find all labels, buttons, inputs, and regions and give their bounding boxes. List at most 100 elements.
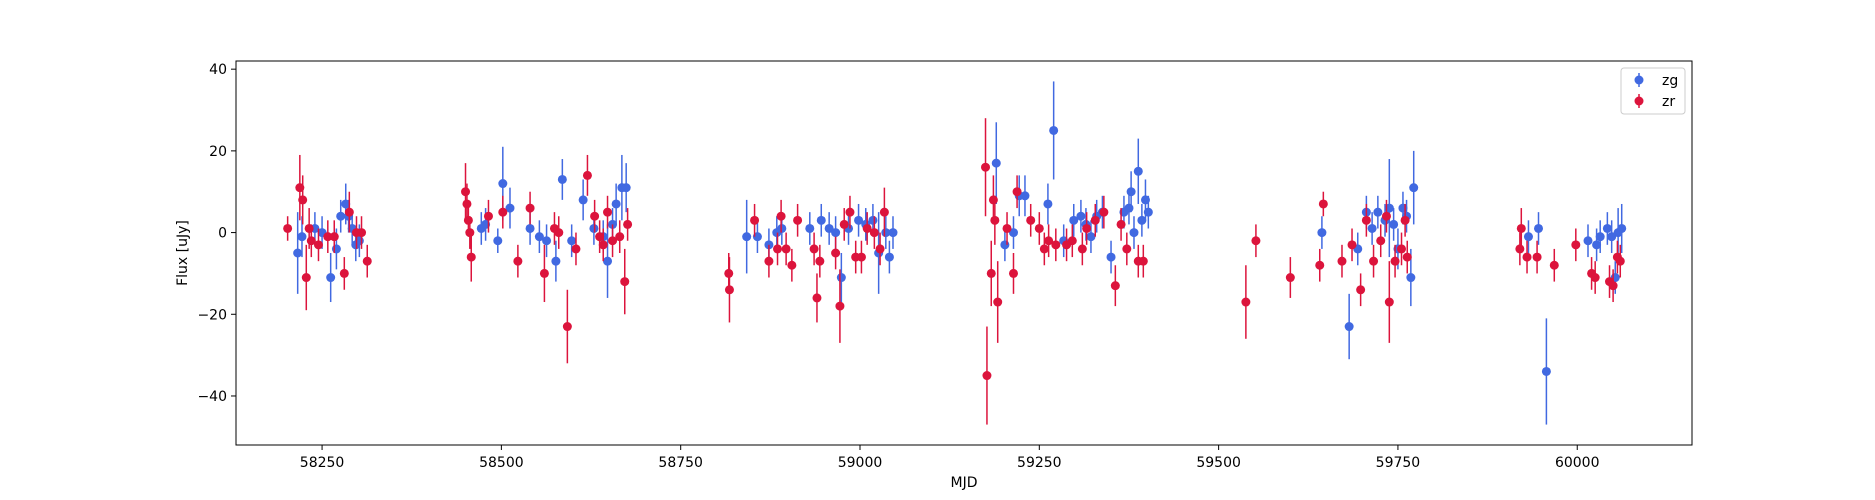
data-point-zr xyxy=(1251,236,1261,246)
data-point-zr xyxy=(1400,215,1410,225)
data-point-zg xyxy=(1367,223,1377,233)
x-tick-label: 58750 xyxy=(658,455,703,471)
data-point-zr xyxy=(1067,236,1077,246)
x-tick-label: 58250 xyxy=(300,455,345,471)
data-point-zr xyxy=(1002,223,1012,233)
data-point-zr xyxy=(879,207,889,217)
data-point-zr xyxy=(283,223,293,233)
y-tick-label: 0 xyxy=(218,226,227,242)
data-point-zr xyxy=(313,240,323,250)
series-zr xyxy=(283,118,1625,425)
y-tick-label: −40 xyxy=(197,389,227,405)
legend: zg zr xyxy=(1620,67,1686,115)
data-point-zg xyxy=(1595,232,1605,242)
data-point-zr xyxy=(1532,252,1542,262)
data-point-zg xyxy=(805,223,815,233)
data-point-zg xyxy=(816,215,826,225)
data-point-zg xyxy=(1086,232,1096,242)
data-point-zr xyxy=(988,195,998,205)
data-point-zr xyxy=(1516,223,1526,233)
data-point-zr xyxy=(869,228,879,238)
data-point-zr xyxy=(329,232,339,242)
data-point-zg xyxy=(1592,240,1602,250)
legend-item-zg: zg xyxy=(1634,73,1678,89)
data-point-zg xyxy=(534,232,544,242)
data-point-zr xyxy=(724,268,734,278)
data-point-zg xyxy=(1000,240,1010,250)
data-point-zr xyxy=(875,244,885,254)
data-point-zr xyxy=(466,252,476,262)
data-point-zg xyxy=(991,158,1001,168)
data-point-zg xyxy=(1317,228,1327,238)
data-point-zg xyxy=(1406,273,1416,283)
data-point-zr xyxy=(1590,273,1600,283)
data-point-zr xyxy=(1356,285,1366,295)
data-point-zr xyxy=(1012,187,1022,197)
data-point-zr xyxy=(1318,199,1328,209)
y-axis: −40 −20 0 20 40 xyxy=(197,62,236,405)
data-point-zr xyxy=(590,211,600,221)
data-point-zg xyxy=(1409,183,1419,193)
y-tick-label: 40 xyxy=(209,62,227,78)
y-tick-label: 20 xyxy=(209,144,227,160)
data-point-zg xyxy=(1020,191,1030,201)
data-point-zr xyxy=(1571,240,1581,250)
data-point-zr xyxy=(1381,211,1391,221)
data-point-zr xyxy=(1051,240,1061,250)
series-layer xyxy=(283,81,1627,425)
data-point-zg xyxy=(578,195,588,205)
data-point-zr xyxy=(812,293,822,303)
x-tick-label: 59750 xyxy=(1376,455,1421,471)
data-point-zr xyxy=(554,228,564,238)
data-point-zr xyxy=(525,203,535,213)
data-point-zr xyxy=(539,268,549,278)
data-point-zg xyxy=(854,215,864,225)
data-point-zr xyxy=(981,162,991,172)
data-point-zg xyxy=(1617,223,1627,233)
data-point-zg xyxy=(884,252,894,262)
data-point-zg xyxy=(1124,203,1134,213)
data-point-zr xyxy=(1039,244,1049,254)
data-point-zr xyxy=(839,219,849,229)
data-point-zr xyxy=(1522,252,1532,262)
data-point-zr xyxy=(1402,252,1412,262)
x-axis: 58250 58500 58750 59000 59250 59500 59750 60000 xyxy=(300,445,1600,471)
data-point-zr xyxy=(1549,260,1559,270)
data-point-zr xyxy=(1315,260,1325,270)
data-point-zr xyxy=(1026,215,1036,225)
data-point-zr xyxy=(615,232,625,242)
data-point-zg xyxy=(621,183,631,193)
series-zg xyxy=(293,81,1627,425)
data-point-zr xyxy=(1034,223,1044,233)
data-point-zg xyxy=(341,199,351,209)
data-point-zr xyxy=(986,268,996,278)
data-point-zr xyxy=(831,248,841,258)
data-point-zg xyxy=(1344,322,1354,332)
data-point-zg xyxy=(1583,236,1593,246)
legend-zr-marker xyxy=(1634,96,1644,106)
x-tick-label: 59250 xyxy=(1017,455,1062,471)
data-point-zg xyxy=(542,236,552,246)
data-point-zr xyxy=(1376,236,1386,246)
data-point-zg xyxy=(1129,228,1139,238)
data-point-zr xyxy=(1390,256,1400,266)
data-point-zr xyxy=(571,244,581,254)
data-point-zg xyxy=(836,273,846,283)
data-point-zg xyxy=(331,244,341,254)
data-point-zg xyxy=(888,228,898,238)
data-point-zg xyxy=(557,174,567,184)
data-point-zg xyxy=(1126,187,1136,197)
data-point-zr xyxy=(498,207,508,217)
data-point-zr xyxy=(1099,207,1109,217)
data-point-zg xyxy=(1602,223,1612,233)
data-point-zg xyxy=(1133,166,1143,176)
data-point-zg xyxy=(567,236,577,246)
data-point-zr xyxy=(1361,215,1371,225)
data-point-zg xyxy=(1373,207,1383,217)
data-point-zr xyxy=(776,211,786,221)
data-point-zr xyxy=(835,301,845,311)
data-point-zr xyxy=(603,207,613,217)
data-point-zg xyxy=(1137,215,1147,225)
data-point-zr xyxy=(1044,236,1054,246)
